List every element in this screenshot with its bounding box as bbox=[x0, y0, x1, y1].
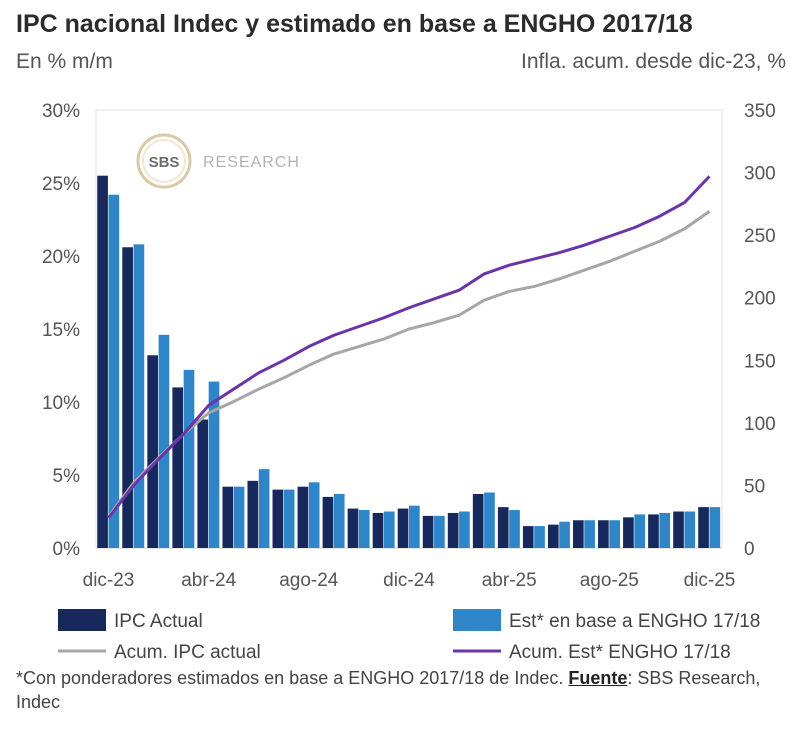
bar-ipc-actual-mar-24 bbox=[172, 387, 184, 548]
bar-est-engho-dic-23 bbox=[108, 194, 120, 548]
footnote-text: *Con ponderadores estimados en base a EN… bbox=[16, 668, 569, 688]
x-axis-ticks: dic-23 abr-24 ago-24 dic-24 abr-25 ago-25 dic-… bbox=[83, 570, 736, 591]
x-tick-label: ago-25 bbox=[580, 570, 639, 591]
bar-ipc-actual-may-25 bbox=[522, 526, 534, 548]
bar-ipc-actual-dic-23 bbox=[97, 175, 108, 548]
left-tick-label: 20% bbox=[42, 247, 80, 268]
bar-ipc-actual-dic-25 bbox=[698, 507, 709, 548]
bar-est-engho-sep-25 bbox=[634, 514, 646, 548]
bar-ipc-actual-ene-24 bbox=[122, 247, 133, 549]
bar-est-engho-abr-25 bbox=[509, 510, 520, 548]
x-tick-label: dic-23 bbox=[83, 570, 135, 591]
bar-ipc-actual-sep-25 bbox=[623, 517, 634, 548]
left-axis-label: En % m/m bbox=[16, 50, 113, 73]
bar-ipc-actual-may-24 bbox=[222, 486, 234, 548]
footnote-source-label: Fuente bbox=[568, 668, 628, 688]
bar-ipc-actual-ene-25 bbox=[422, 515, 434, 548]
bar-ipc-actual-jun-25 bbox=[547, 524, 559, 548]
line-acum-est-engho bbox=[107, 175, 711, 519]
right-tick-label: 50 bbox=[744, 476, 765, 497]
left-tick-label: 5% bbox=[53, 466, 81, 487]
bar-est-engho-feb-24 bbox=[158, 334, 170, 548]
bar-ipc-actual-dic-24 bbox=[397, 508, 409, 548]
right-tick-label: 100 bbox=[744, 414, 776, 435]
legend-label-acum-est: Acum. Est* ENGHO 17/18 bbox=[509, 642, 731, 663]
bar-est-engho-abr-24 bbox=[208, 381, 220, 548]
bar-est-engho-dic-25 bbox=[709, 507, 721, 548]
right-tick-label: 150 bbox=[744, 351, 776, 372]
bar-ipc-actual-jul-24 bbox=[272, 489, 284, 548]
footnote-source: : SBS Research, Indec bbox=[16, 668, 761, 712]
right-axis-label: Infla. acum. desde dic-23, % bbox=[521, 50, 786, 73]
bar-ipc-actual-mar-25 bbox=[472, 493, 484, 548]
bar-est-engho-jul-24 bbox=[283, 489, 295, 548]
chart-title: IPC nacional Indec y estimado en base a … bbox=[16, 10, 693, 38]
left-axis-ticks: 0% 5% 10% 15% 20% 25% 30% bbox=[42, 101, 80, 560]
left-tick-label: 30% bbox=[42, 101, 80, 122]
bar-est-engho-oct-25 bbox=[659, 512, 671, 548]
bar-ipc-actual-abr-25 bbox=[497, 507, 509, 548]
legend: IPC Actual Est* en base a ENGHO 17/18 Ac… bbox=[58, 609, 760, 663]
line-acum-ipc-actual bbox=[107, 210, 711, 518]
bar-ipc-actual-sep-24 bbox=[322, 496, 334, 548]
bar-est-engho-jun-24 bbox=[258, 469, 270, 548]
bar-est-engho-jun-25 bbox=[559, 521, 570, 548]
bar-ipc-actual-abr-24 bbox=[197, 419, 209, 548]
bar-ipc-actual-oct-24 bbox=[347, 508, 359, 548]
bar-ipc-actual-oct-25 bbox=[648, 514, 659, 548]
bar-ipc-actual-ago-24 bbox=[297, 486, 309, 548]
legend-label-acum-ipc: Acum. IPC actual bbox=[114, 642, 261, 663]
bar-est-engho-ago-25 bbox=[609, 520, 620, 548]
x-tick-label: abr-24 bbox=[181, 570, 236, 591]
legend-swatch-est-engho bbox=[453, 609, 501, 631]
x-tick-label: ago-24 bbox=[279, 570, 339, 591]
left-tick-label: 0% bbox=[53, 539, 81, 560]
right-axis-ticks: 0 50 100 150 200 250 300 350 bbox=[744, 101, 776, 560]
right-tick-label: 0 bbox=[744, 539, 755, 560]
right-tick-label: 300 bbox=[744, 164, 776, 185]
bar-est-engho-ago-24 bbox=[308, 482, 320, 548]
right-tick-label: 250 bbox=[744, 226, 776, 247]
bar-est-engho-sep-24 bbox=[333, 493, 345, 548]
legend-label-ipc-actual: IPC Actual bbox=[114, 611, 203, 632]
bar-est-engho-jul-25 bbox=[584, 520, 595, 548]
bar-est-engho-mar-25 bbox=[484, 492, 495, 548]
bar-est-engho-dic-24 bbox=[409, 505, 420, 548]
bar-est-engho-nov-25 bbox=[684, 511, 696, 548]
bar-est-engho-nov-24 bbox=[383, 511, 395, 548]
left-tick-label: 10% bbox=[42, 393, 80, 414]
left-tick-label: 15% bbox=[42, 320, 80, 341]
bar-ipc-actual-feb-25 bbox=[447, 512, 459, 548]
bar-est-engho-ene-24 bbox=[133, 244, 145, 548]
x-tick-label: dic-24 bbox=[383, 570, 435, 591]
bar-ipc-actual-nov-25 bbox=[673, 511, 684, 548]
bar-est-engho-feb-25 bbox=[459, 511, 470, 548]
bar-est-engho-may-24 bbox=[233, 486, 245, 548]
footnote: *Con ponderadores estimados en base a EN… bbox=[16, 666, 786, 714]
x-tick-label: abr-25 bbox=[482, 570, 537, 591]
legend-label-est-engho: Est* en base a ENGHO 17/18 bbox=[509, 611, 760, 632]
right-tick-label: 350 bbox=[744, 101, 776, 122]
bar-ipc-actual-jun-24 bbox=[247, 480, 259, 548]
bar-ipc-actual-feb-24 bbox=[147, 355, 158, 548]
bar-est-engho-mar-24 bbox=[183, 369, 195, 548]
bar-est-engho-ene-25 bbox=[434, 515, 445, 548]
left-tick-label: 25% bbox=[42, 174, 80, 195]
line-series bbox=[107, 175, 711, 519]
bar-ipc-actual-nov-24 bbox=[372, 512, 384, 548]
sbs-research-logo: SBS RESEARCH bbox=[136, 133, 300, 189]
bar-ipc-actual-ago-25 bbox=[598, 520, 609, 548]
legend-swatch-ipc-actual bbox=[58, 609, 106, 631]
logo-text: RESEARCH bbox=[203, 154, 300, 171]
right-tick-label: 200 bbox=[744, 289, 776, 310]
bar-series bbox=[97, 175, 721, 549]
x-tick-label: dic-25 bbox=[684, 570, 736, 591]
bar-ipc-actual-jul-25 bbox=[573, 520, 584, 548]
logo-mark: SBS bbox=[149, 154, 180, 171]
bar-est-engho-may-25 bbox=[534, 526, 545, 548]
bar-est-engho-oct-24 bbox=[358, 510, 370, 548]
